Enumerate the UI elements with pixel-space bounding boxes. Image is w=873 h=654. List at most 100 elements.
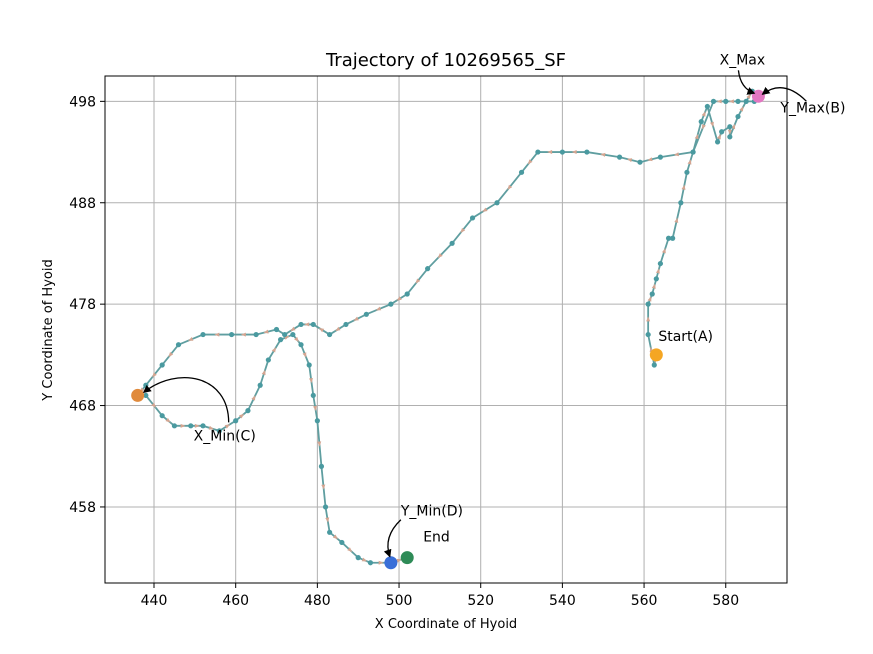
- data-point: [143, 392, 149, 399]
- data-point: [216, 428, 222, 434]
- data-point: [200, 423, 206, 429]
- data-point: [200, 331, 206, 338]
- y-min-d-marker: [384, 556, 398, 570]
- data-point: [584, 149, 590, 155]
- data-point: [159, 362, 165, 368]
- direction-arrow: [302, 352, 307, 358]
- direction-arrow: [687, 159, 692, 165]
- direction-arrow: [717, 134, 721, 140]
- data-point: [684, 169, 690, 175]
- data-point: [653, 276, 659, 282]
- data-point: [645, 301, 651, 307]
- direction-arrow: [674, 217, 679, 223]
- data-point: [310, 392, 316, 399]
- direction-arrow: [571, 150, 577, 155]
- data-point: [616, 154, 623, 160]
- data-point: [367, 560, 374, 566]
- data-point: [719, 129, 725, 135]
- x-tick-label: 560: [631, 593, 658, 609]
- direction-arrow: [313, 405, 317, 412]
- direction-arrow: [224, 424, 231, 429]
- direction-arrow: [673, 152, 680, 157]
- direction-arrow: [347, 547, 353, 553]
- data-point: [494, 200, 500, 206]
- x-axis-label: X Coordinate of Hyoid: [375, 617, 517, 632]
- data-point: [665, 235, 672, 241]
- data-point: [273, 326, 280, 333]
- data-point: [727, 124, 733, 130]
- direction-arrow: [317, 441, 322, 447]
- data-point: [637, 159, 643, 165]
- x-tick-label: 520: [467, 593, 494, 609]
- direction-arrow: [304, 322, 310, 327]
- y-axis-label: Y Coordinate of Hyoid: [41, 259, 56, 401]
- direction-arrow: [271, 347, 277, 353]
- direction-arrow: [647, 157, 653, 162]
- start-a-marker: [649, 348, 663, 362]
- direction-arrow: [709, 121, 714, 128]
- direction-arrow: [375, 306, 382, 311]
- direction-arrow: [716, 99, 722, 104]
- direction-arrow: [647, 296, 652, 302]
- data-point: [469, 215, 476, 221]
- data-point: [245, 408, 251, 414]
- direction-arrow: [335, 326, 341, 332]
- data-point: [339, 539, 345, 546]
- data-point: [228, 331, 235, 338]
- x-tick-label: 440: [141, 593, 168, 609]
- direction-arrow: [727, 129, 732, 135]
- direction-arrow: [415, 278, 421, 284]
- direction-arrow: [746, 93, 751, 100]
- data-point: [310, 321, 316, 328]
- data-point: [355, 555, 361, 561]
- data-point: [171, 423, 178, 429]
- direction-arrow: [251, 395, 256, 401]
- data-point: [518, 169, 525, 175]
- data-point: [327, 529, 333, 535]
- direction-arrow: [702, 124, 706, 130]
- plot-background: [105, 76, 787, 583]
- grid-lines: [105, 76, 787, 583]
- data-point: [743, 98, 749, 104]
- direction-arrow: [180, 423, 186, 428]
- direction-arrow: [527, 159, 533, 165]
- direction-arrow: [396, 558, 402, 563]
- data-point: [404, 291, 410, 297]
- direction-arrow: [655, 268, 660, 274]
- trajectory-series: [135, 88, 762, 566]
- data-point: [159, 413, 165, 419]
- data-point: [327, 331, 333, 338]
- direction-arrow: [646, 316, 651, 322]
- data-point: [670, 235, 676, 241]
- data-point: [322, 504, 329, 510]
- direction-arrow: [168, 352, 174, 358]
- direction-arrow: [261, 369, 266, 376]
- data-point: [678, 200, 684, 206]
- x-tick-label: 500: [386, 593, 413, 609]
- direction-arrow: [165, 417, 171, 423]
- data-point: [710, 98, 717, 104]
- direction-arrow: [318, 327, 325, 333]
- x-max-label: X_Max: [720, 52, 766, 68]
- direction-arrow: [728, 99, 734, 104]
- direction-arrow: [460, 227, 466, 233]
- direction-arrow: [661, 248, 666, 254]
- direction-arrow: [731, 123, 736, 130]
- y-tick-label: 488: [69, 196, 96, 212]
- direction-arrow: [547, 150, 553, 155]
- data-point: [233, 418, 239, 424]
- x-tick-label: 480: [304, 593, 331, 609]
- data-point: [253, 331, 259, 338]
- x-tick-label: 580: [712, 593, 739, 609]
- data-point: [535, 149, 541, 155]
- data-point: [690, 149, 696, 155]
- data-point: [425, 266, 431, 272]
- data-point: [714, 139, 721, 145]
- y-max-label: Y_Max(B): [779, 100, 845, 116]
- data-point: [704, 103, 710, 110]
- data-point: [298, 342, 304, 348]
- y-tick-label: 468: [69, 399, 96, 415]
- x-max-arrow: [737, 70, 756, 95]
- data-point: [698, 119, 704, 125]
